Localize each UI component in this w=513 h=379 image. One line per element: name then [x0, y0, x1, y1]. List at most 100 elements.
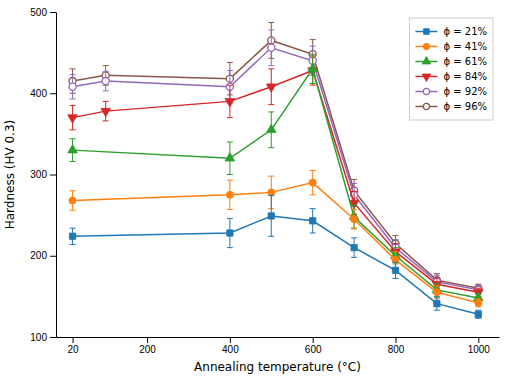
legend-symbol	[423, 43, 429, 49]
series	[69, 170, 482, 307]
tick: 200	[139, 337, 156, 355]
tick-label: 800	[388, 344, 405, 355]
tick-mark	[478, 337, 479, 343]
point	[268, 213, 274, 219]
x-axis: 20 200 400 600 800 1000	[57, 337, 500, 355]
tick-label: 100	[30, 332, 47, 343]
error-bar	[434, 297, 440, 310]
legend-symbol	[423, 88, 429, 94]
error-bar	[310, 209, 316, 233]
legend-symbol	[422, 57, 431, 64]
tick-mark	[395, 337, 396, 343]
legend-entry: ϕ = 21%	[415, 26, 487, 37]
tick-mark	[313, 337, 314, 343]
legend-symbol	[422, 74, 431, 81]
legend-label: ϕ = 21%	[443, 26, 487, 37]
error-bar	[351, 238, 357, 258]
error-bar	[70, 191, 76, 211]
tick-mark	[50, 12, 56, 13]
y-axis-title: Hardness (HV 0.3)	[3, 120, 17, 230]
legend-label: ϕ = 96%	[443, 101, 487, 112]
error-bar	[227, 218, 233, 247]
tick-label: 1000	[468, 344, 491, 355]
point	[268, 189, 275, 196]
legend-symbol	[423, 103, 429, 109]
error-bar	[103, 71, 109, 91]
point	[225, 153, 235, 161]
error-bar	[227, 180, 233, 209]
error-bar	[268, 196, 274, 237]
point	[102, 77, 109, 84]
point	[392, 267, 398, 273]
legend-label: ϕ = 41%	[443, 41, 487, 52]
error-bar	[392, 262, 398, 278]
tick: 200	[30, 250, 56, 261]
point	[68, 145, 78, 153]
plot: 20 200 400 600 800 1000 100 200 300 400 500 ϕ = 21%…	[30, 7, 499, 355]
tick: 20	[67, 337, 79, 355]
axis-line	[57, 337, 500, 338]
tick: 100	[30, 332, 56, 343]
error-bar	[70, 228, 76, 244]
tick: 500	[30, 7, 56, 18]
tick: 600	[305, 337, 322, 355]
tick: 1000	[468, 337, 491, 355]
axis-line	[56, 13, 57, 338]
legend-label: ϕ = 61%	[443, 56, 487, 67]
tick-label: 300	[30, 169, 47, 180]
tick-mark	[50, 337, 56, 338]
series	[69, 196, 481, 319]
tick-label: 400	[222, 344, 239, 355]
tick-label: 200	[30, 250, 47, 261]
point	[69, 233, 75, 239]
point	[226, 191, 233, 198]
legend-box	[409, 18, 493, 120]
tick-mark	[73, 337, 74, 343]
series	[68, 56, 483, 298]
point	[475, 311, 481, 317]
error-bar	[475, 310, 481, 318]
point	[433, 289, 440, 296]
error-bar	[475, 299, 481, 307]
point	[266, 124, 276, 132]
tick-mark	[147, 337, 148, 343]
legend-entry: ϕ = 61%	[415, 56, 487, 67]
tick-mark	[50, 175, 56, 176]
tick: 400	[30, 88, 56, 99]
series	[68, 54, 483, 302]
error-bar	[268, 30, 274, 66]
tick-label: 400	[30, 88, 47, 99]
point	[69, 83, 76, 90]
chart: 20 200 400 600 800 1000 100 200 300 400 500 ϕ = 21%…	[0, 0, 513, 379]
tick-label: 20	[67, 344, 79, 355]
legend-entry: ϕ = 92%	[415, 86, 487, 97]
tick-label: 600	[305, 344, 322, 355]
legend-label: ϕ = 92%	[443, 86, 487, 97]
point	[266, 84, 276, 92]
point	[268, 44, 275, 51]
legend-entry: ϕ = 84%	[415, 71, 487, 82]
tick-label: 500	[30, 7, 47, 18]
tick-mark	[50, 93, 56, 94]
point	[434, 301, 440, 307]
legend-label: ϕ = 84%	[443, 71, 487, 82]
legend-symbol	[424, 29, 430, 35]
point	[475, 299, 482, 306]
point	[68, 115, 78, 123]
error-bar	[351, 209, 357, 229]
tick-mark	[230, 337, 231, 343]
point	[101, 108, 111, 116]
tick: 300	[30, 169, 56, 180]
point	[225, 99, 235, 107]
point	[351, 216, 358, 223]
point	[351, 244, 357, 250]
point	[69, 197, 76, 204]
tick-mark	[50, 256, 56, 257]
point	[308, 63, 318, 71]
x-axis-title: Annealing temperature (°C)	[194, 360, 361, 374]
y-axis: 100 200 300 400 500	[30, 7, 56, 343]
legend-entry: ϕ = 96%	[415, 101, 487, 112]
line	[73, 183, 479, 303]
tick-label: 200	[139, 344, 156, 355]
error-bar	[70, 75, 76, 99]
